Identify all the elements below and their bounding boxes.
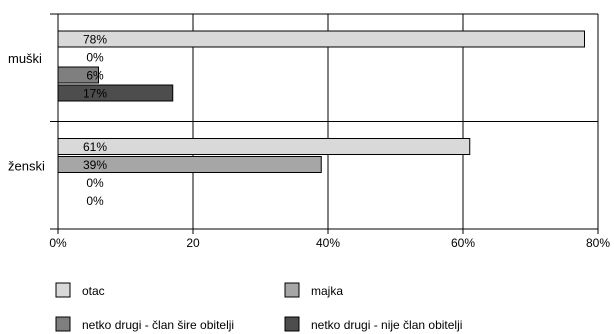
x-axis-ticks: 0% 20 40% 60% 80% (49, 229, 610, 250)
data-labels: 78% 0% 6% 17% 61% 39% 0% 0% (83, 33, 107, 209)
legend-swatch-2 (55, 316, 71, 332)
legend: otac majka netko drugi - član šire obitelj… (55, 282, 462, 332)
data-label-0-3: 17% (83, 87, 107, 101)
legend-swatch-0 (55, 282, 71, 298)
x-tick-label-1: 20 (186, 236, 200, 250)
legend-swatch-1 (284, 282, 300, 298)
bar-1-0 (57, 138, 471, 155)
data-label-0-0: 78% (83, 33, 107, 47)
data-label-0-2: 6% (86, 69, 104, 83)
data-label-0-1: 0% (86, 51, 104, 65)
x-tick-label-4: 80% (586, 236, 610, 250)
category-labels: muški ženski (8, 51, 45, 174)
data-label-1-3: 0% (86, 194, 104, 208)
legend-label-1: majka (311, 284, 343, 298)
bar-0-0 (57, 30, 585, 48)
legend-label-2: netko drugi - član šire obitelji (82, 318, 234, 332)
legend-label-3: netko drugi - nije član obitelji (311, 318, 462, 332)
bar-0-3 (57, 84, 174, 102)
x-tick-label-2: 40% (316, 236, 340, 250)
data-label-1-0: 61% (83, 140, 107, 154)
legend-swatch-3 (284, 316, 300, 332)
bar-0-2 (57, 66, 99, 84)
category-label-1: ženski (8, 158, 45, 173)
bar-1-1 (57, 156, 322, 173)
legend-label-0: otac (82, 284, 105, 298)
category-label-0: muški (8, 51, 42, 66)
data-label-1-2: 0% (86, 176, 104, 190)
x-tick-label-3: 60% (451, 236, 475, 250)
x-tick-label-0: 0% (49, 236, 67, 250)
data-label-1-1: 39% (83, 158, 107, 172)
bars (57, 30, 585, 173)
